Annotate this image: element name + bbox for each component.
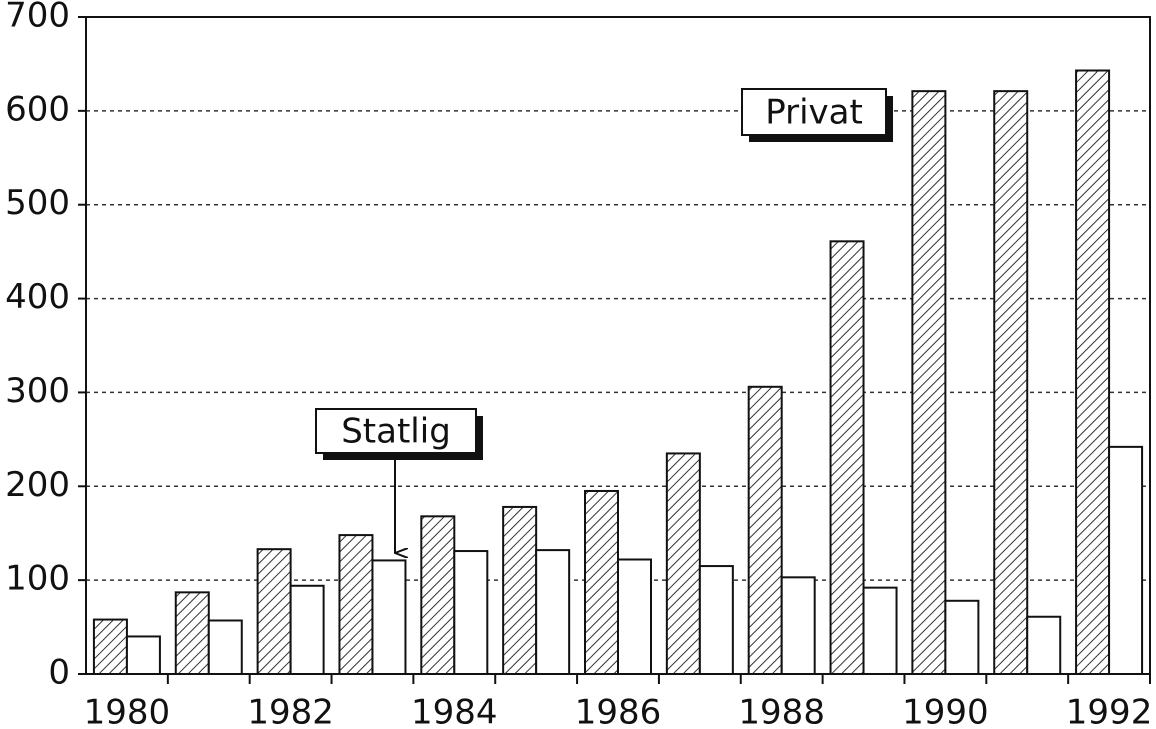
legend-box	[315, 408, 477, 454]
bar	[338, 534, 374, 675]
y-tick-label: 0	[48, 653, 70, 693]
y-tick-label: 200	[5, 465, 70, 505]
bar	[829, 240, 865, 675]
bar	[862, 586, 898, 675]
y-tick-label: 100	[5, 559, 70, 599]
x-tick-label: 1984	[411, 693, 498, 729]
bar	[747, 385, 783, 675]
x-tick-label: 1988	[738, 693, 825, 729]
bar	[207, 619, 243, 675]
bar	[125, 635, 161, 676]
legend-label: Privat	[765, 93, 863, 133]
x-tick-label: 1992	[1066, 693, 1153, 729]
x-tick-label: 1986	[575, 693, 662, 729]
x-tick-label: 1980	[84, 693, 171, 729]
y-tick-label: 300	[5, 371, 70, 411]
bar	[535, 549, 571, 676]
bar	[1075, 69, 1111, 675]
bar	[993, 90, 1029, 675]
bar	[371, 559, 407, 676]
plot-frame	[85, 16, 1151, 675]
x-tick-label: 1990	[902, 693, 989, 729]
legend-label: Statlig	[341, 412, 451, 452]
bar	[420, 515, 456, 675]
bar	[174, 591, 210, 676]
bar	[1108, 445, 1144, 676]
bar	[453, 550, 489, 675]
bar	[780, 576, 816, 676]
y-tick-label: 600	[5, 89, 70, 129]
bar	[92, 618, 128, 676]
bar	[584, 489, 619, 675]
bar	[944, 599, 980, 676]
bar	[289, 584, 325, 676]
y-tick-label: 700	[5, 0, 70, 36]
y-tick-label: 500	[5, 183, 70, 223]
bar	[1026, 615, 1062, 675]
bar	[911, 90, 947, 675]
bar	[502, 505, 538, 676]
bar	[617, 558, 652, 675]
bar	[665, 452, 701, 675]
bar	[698, 565, 734, 675]
bar	[256, 548, 292, 675]
x-tick-label: 1982	[247, 693, 334, 729]
legend-box	[741, 88, 887, 136]
y-tick-label: 400	[5, 277, 70, 317]
